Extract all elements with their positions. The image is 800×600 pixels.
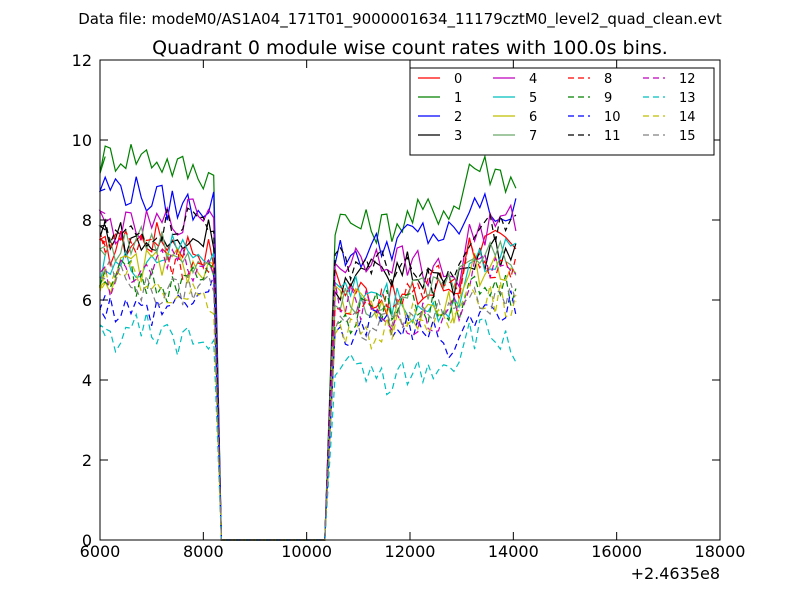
legend-label-11: 11	[604, 129, 621, 144]
legend-label-14: 14	[679, 110, 696, 125]
legend-label-4: 4	[529, 72, 537, 87]
x-tick-label: 12000	[385, 542, 436, 561]
x-tick-label: 16000	[591, 542, 642, 561]
series-line-4	[98, 198, 517, 541]
y-tick-label: 12	[72, 51, 92, 70]
legend-label-8: 8	[604, 72, 612, 87]
legend-label-10: 10	[604, 110, 621, 125]
y-tick-label: 6	[82, 291, 92, 310]
legend-box	[409, 67, 715, 156]
series-line-12	[99, 244, 517, 541]
series-line-13	[99, 312, 517, 541]
chart-title: Quadrant 0 module wise count rates with …	[152, 37, 668, 59]
x-tick-label: 8000	[183, 542, 224, 561]
legend-label-5: 5	[529, 91, 537, 106]
series-line-1	[99, 144, 517, 541]
series-line-11	[99, 207, 517, 541]
axes: 6000 8000 10000 12000 14000 16000 180000246810…	[72, 51, 746, 561]
series-line-9	[98, 258, 517, 541]
legend-label-0: 0	[454, 72, 462, 87]
y-tick-label: 8	[82, 211, 92, 230]
x-tick-label: 6000	[80, 542, 121, 561]
x-tick-label: 14000	[488, 542, 539, 561]
y-tick-label: 0	[82, 531, 92, 550]
series-line-15	[98, 256, 517, 541]
y-tick-label: 4	[82, 371, 92, 390]
x-offset-label: +2.4635e8	[631, 564, 720, 583]
legend-label-15: 15	[679, 129, 696, 144]
series-line-5	[99, 232, 517, 541]
x-tick-label: 10000	[281, 542, 332, 561]
y-tick-label: 2	[82, 451, 92, 470]
legend-label-2: 2	[454, 110, 462, 125]
legend-label-3: 3	[454, 129, 462, 144]
series-line-14	[99, 260, 517, 541]
series-line-10	[99, 275, 517, 541]
legend-label-1: 1	[454, 91, 462, 106]
x-tick-label: 18000	[695, 542, 746, 561]
y-tick-label: 10	[72, 131, 92, 150]
legend-label-13: 13	[679, 91, 696, 106]
plot-area	[98, 144, 517, 541]
legend-label-7: 7	[529, 129, 537, 144]
legend-label-6: 6	[529, 110, 537, 125]
legend-label-12: 12	[679, 72, 696, 87]
legend-label-9: 9	[604, 91, 612, 106]
figure-suptitle: Data file: modeM0/AS1A04_171T01_90000016…	[78, 10, 722, 29]
